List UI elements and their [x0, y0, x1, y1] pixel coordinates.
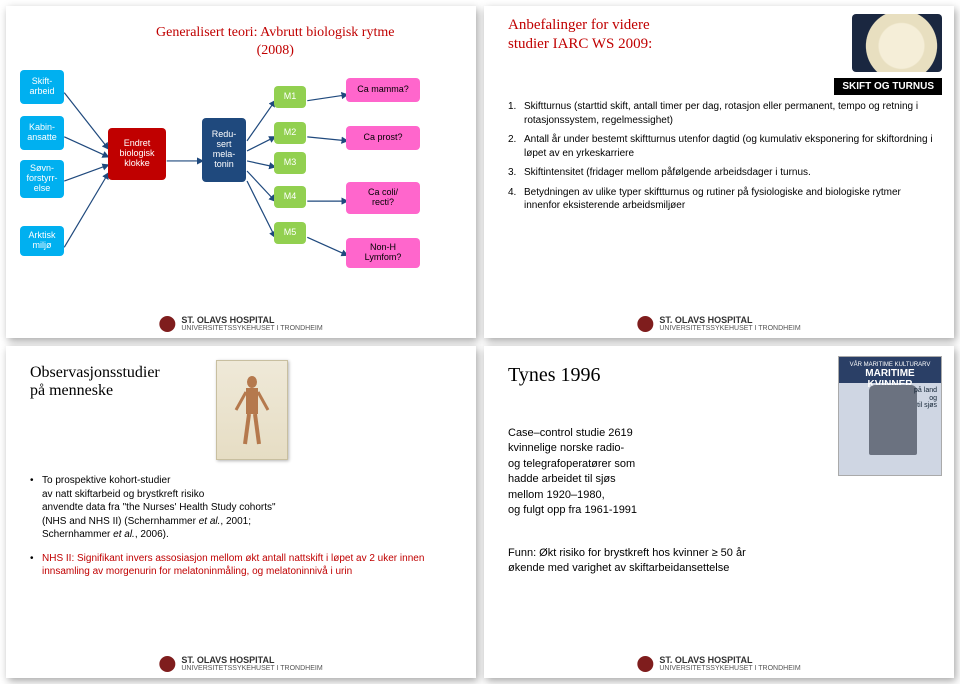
- node-m3: M3: [274, 152, 306, 174]
- slide-3: Observasjonsstudier på menneske To prosp…: [6, 346, 476, 678]
- footer-logo: ST. OLAVS HOSPITAL UNIVERSITETSSYKEHUSET…: [637, 656, 800, 672]
- footer-l2: UNIVERSITETSSYKEHUSET I TRONDHEIM: [181, 665, 322, 672]
- node-kabin: Kabin- ansatte: [20, 116, 64, 150]
- footer-l2: UNIVERSITETSSYKEHUSET I TRONDHEIM: [181, 325, 322, 332]
- slide-4: Tynes 1996 VÅR MARITIME KULTURARV MARITI…: [484, 346, 954, 678]
- list-item: To prospektive kohort-studier av natt sk…: [30, 474, 460, 542]
- slide2-title: Anbefalinger for videre studier IARC WS …: [508, 16, 844, 54]
- footer-logo: ST. OLAVS HOSPITAL UNIVERSITETSSYKEHUSET…: [637, 316, 800, 332]
- s2-title-l1: Anbefalinger for videre: [508, 17, 650, 33]
- node-m1: M1: [274, 86, 306, 108]
- stolav-icon: [637, 656, 653, 672]
- slide-1: Generalisert teori: Avbrutt biologisk ry…: [6, 6, 476, 338]
- footer-l1: ST. OLAVS HOSPITAL: [181, 656, 322, 665]
- node-klokke: Endret biologisk klokke: [108, 128, 166, 180]
- list-item: 4.Betydningen av ulike typer skiftturnus…: [508, 186, 938, 213]
- footer-l2: UNIVERSITETSSYKEHUSET I TRONDHEIM: [659, 325, 800, 332]
- node-sovn: Søvn- forstyrr- else: [20, 160, 64, 198]
- stolav-icon: [637, 316, 653, 332]
- slide4-title: Tynes 1996: [508, 364, 600, 387]
- stolav-icon: [159, 656, 175, 672]
- node-arktisk: Arktisk miljø: [20, 226, 64, 256]
- s1-title-l2: (2008): [257, 43, 294, 58]
- slide4-para1: Case–control studie 2619 kvinnelige nors…: [508, 426, 824, 518]
- s1-title-l1: Generalisert teori: Avbrutt biologisk ry…: [156, 25, 394, 40]
- book-icon: [216, 360, 288, 460]
- stolav-icon: [159, 316, 175, 332]
- list-item: 3.Skiftintensitet (fridager mellom påføl…: [508, 166, 938, 180]
- slide3-title: Observasjonsstudier på menneske: [30, 364, 160, 400]
- slide1-title: Generalisert teori: Avbrutt biologisk ry…: [156, 24, 394, 60]
- footer-logo: ST. OLAVS HOSPITAL UNIVERSITETSSYKEHUSET…: [159, 316, 322, 332]
- book-cover-icon: VÅR MARITIME KULTURARV MARITIME KVINNER …: [838, 356, 942, 476]
- photo-caption: på land og til sjøs: [914, 387, 937, 410]
- node-melatonin: Redu- sert mela- tonin: [202, 118, 246, 182]
- slide4-para2: Funn: Økt risiko for brystkreft hos kvin…: [508, 546, 938, 577]
- s3-title-l2: på menneske: [30, 382, 113, 399]
- slide-2: Anbefalinger for videre studier IARC WS …: [484, 6, 954, 338]
- footer-l1: ST. OLAVS HOSPITAL: [659, 316, 800, 325]
- blackbar: SKIFT OG TURNUS: [834, 78, 942, 95]
- list-item: 2.Antall år under bestemt skiftturnus ut…: [508, 133, 938, 160]
- node-m5: M5: [274, 222, 306, 244]
- footer-l1: ST. OLAVS HOSPITAL: [181, 316, 322, 325]
- person-icon: [869, 385, 917, 455]
- s2-title-l2: studier IARC WS 2009:: [508, 36, 652, 52]
- node-prost: Ca prost?: [346, 126, 420, 150]
- node-mamma: Ca mamma?: [346, 78, 420, 102]
- footer-l2: UNIVERSITETSSYKEHUSET I TRONDHEIM: [659, 665, 800, 672]
- node-m4: M4: [274, 186, 306, 208]
- list-item: NHS II: Signifikant invers assosiasjon m…: [30, 552, 460, 579]
- footer-logo: ST. OLAVS HOSPITAL UNIVERSITETSSYKEHUSET…: [159, 656, 322, 672]
- node-coli: Ca coli/ recti?: [346, 182, 420, 214]
- clock-icon: [852, 14, 942, 72]
- node-nonh: Non-H Lymfom?: [346, 238, 420, 268]
- node-m2: M2: [274, 122, 306, 144]
- recommendation-list: 1.Skiftturnus (starttid skift, antall ti…: [508, 100, 938, 219]
- s3-title-l1: Observasjonsstudier: [30, 364, 160, 381]
- footer-l1: ST. OLAVS HOSPITAL: [659, 656, 800, 665]
- node-skiftarbeid: Skift- arbeid: [20, 70, 64, 104]
- slide3-body: To prospektive kohort-studier av natt sk…: [30, 474, 460, 589]
- list-item: 1.Skiftturnus (starttid skift, antall ti…: [508, 100, 938, 127]
